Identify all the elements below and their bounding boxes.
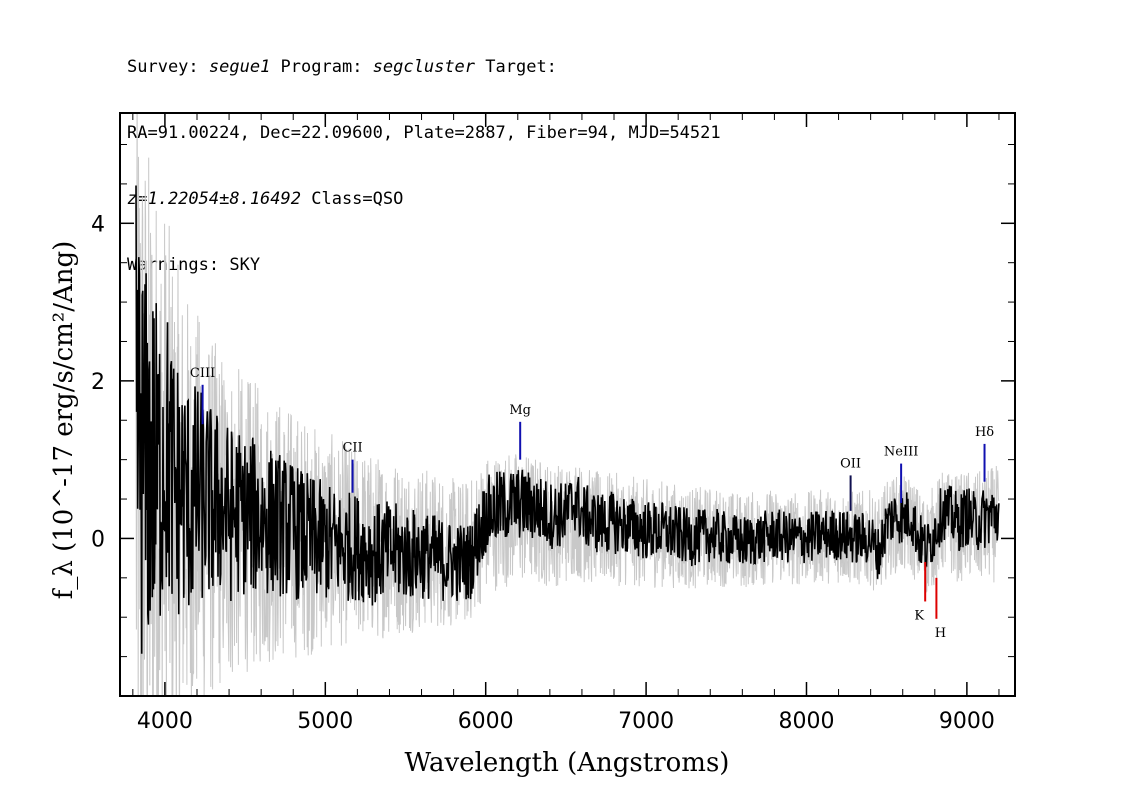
line-label-h: H — [935, 626, 946, 641]
class-value: Class=QSO — [301, 189, 404, 209]
survey-value: segue1 — [208, 57, 271, 77]
spectrum-header: Survey: segue1 Program: segcluster Targe… — [127, 12, 721, 298]
x-tick-label: 4000 — [137, 709, 193, 734]
line-label-oii: OII — [840, 456, 861, 471]
y-axis-title: f_λ (10^-17 erg/s/cm²/Ang) — [49, 241, 79, 600]
line-label-k: K — [914, 608, 924, 623]
program-label: Program: — [270, 57, 373, 77]
flux-spectrum — [135, 185, 1000, 654]
header-line-coordinates: RA=91.00224, Dec=22.09600, Plate=2887, F… — [127, 123, 721, 143]
line-label-cii: CII — [342, 441, 362, 456]
survey-label: Survey: — [127, 57, 209, 77]
header-line-redshift: z=1.22054±8.16492 Class=QSO — [127, 188, 721, 210]
y-tick-label: 4 — [91, 212, 105, 237]
x-axis-title: Wavelength (Angstroms) — [405, 748, 730, 778]
x-tick-label: 6000 — [458, 709, 514, 734]
spectral-line-markers: CIII CII Mg OII NeIII Hδ KH — [190, 366, 994, 641]
axis-ticks: 4000 5000 6000 7000 8000 9000 0 2 4 — [91, 113, 1015, 734]
line-label-mg: Mg — [509, 403, 531, 418]
target-label: Target: — [475, 57, 557, 77]
redshift-value: z=1.22054±8.16492 — [127, 189, 301, 209]
flux-trace — [135, 185, 1000, 654]
y-tick-label: 2 — [91, 370, 105, 395]
y-tick-label: 0 — [91, 527, 105, 552]
line-label-ciii: CIII — [190, 366, 215, 381]
line-label-neiii: NeIII — [884, 445, 918, 460]
x-tick-label: 9000 — [939, 709, 995, 734]
header-line-survey: Survey: segue1 Program: segcluster Targe… — [127, 56, 721, 78]
plot-frame — [119, 112, 1016, 697]
x-tick-label: 8000 — [778, 709, 834, 734]
program-value: segcluster — [372, 57, 476, 77]
line-label-h: Hδ — [975, 425, 994, 440]
x-tick-label: 5000 — [297, 709, 353, 734]
x-tick-label: 7000 — [618, 709, 674, 734]
y-axis-title-group: f_λ (10^-17 erg/s/cm²/Ang) — [49, 241, 79, 600]
